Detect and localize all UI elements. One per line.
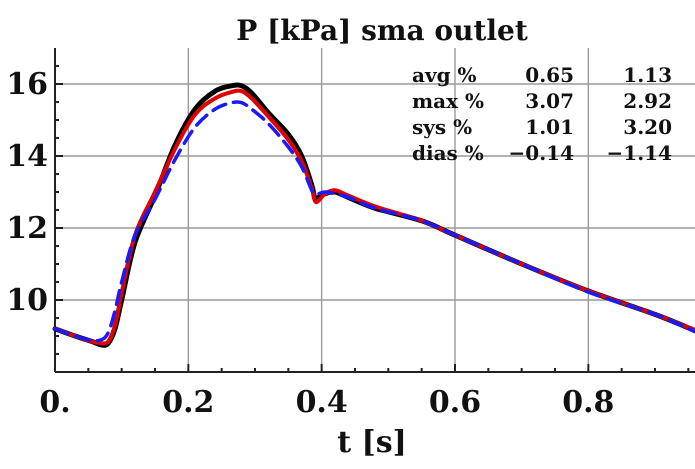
y-tick-label: 16	[6, 67, 48, 102]
y-ticks: 10 12 14 16	[6, 65, 63, 355]
stats-table: avg % 0.65 1.13 max % 3.07 2.92 sys % 1.01 3.20 d…	[412, 63, 672, 165]
stat-label: sys %	[412, 115, 472, 139]
y-tick-label: 14	[6, 139, 48, 174]
stat-value-2: −1.14	[607, 141, 673, 165]
stat-value-1: −0.14	[509, 141, 575, 165]
x-axis-label: t [s]	[337, 425, 407, 460]
stat-label: max %	[412, 89, 484, 113]
series-line-blue-dashed	[53, 100, 695, 343]
stat-value-2: 1.13	[623, 63, 672, 87]
series-group	[52, 82, 695, 348]
chart-title: P [kPa] sma outlet	[236, 14, 528, 47]
stat-value-1: 1.01	[525, 115, 574, 139]
x-ticks: 0. 0.2 0.4 0.6 0.8	[39, 364, 690, 420]
x-tick-label: 0.8	[562, 385, 614, 420]
stat-label: dias %	[412, 141, 484, 165]
stat-value-2: 3.20	[623, 115, 672, 139]
x-tick-label: 0.6	[429, 385, 481, 420]
grid	[55, 48, 695, 372]
stat-value-2: 2.92	[623, 89, 672, 113]
y-tick-label: 10	[6, 283, 48, 318]
x-tick-label: 0.2	[162, 385, 214, 420]
x-tick-label: 0.	[39, 385, 70, 420]
stat-label: avg %	[412, 63, 477, 87]
x-tick-label: 0.4	[296, 385, 348, 420]
y-tick-label: 12	[6, 211, 48, 246]
stat-value-1: 3.07	[525, 89, 574, 113]
stat-value-1: 0.65	[525, 63, 574, 87]
